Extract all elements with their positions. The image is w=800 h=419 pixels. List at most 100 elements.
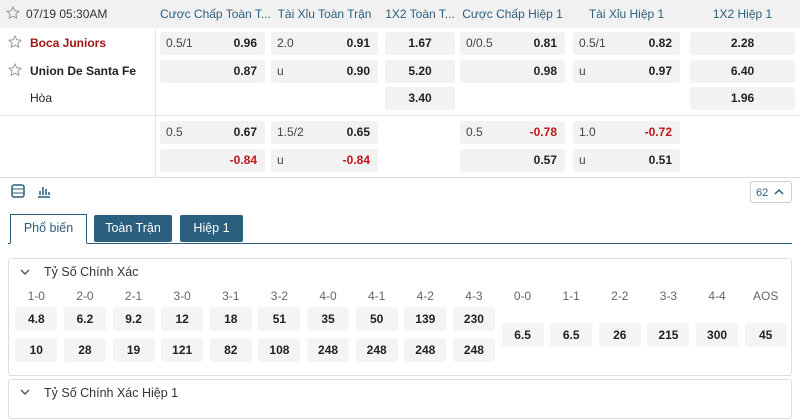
odds-value: 35 bbox=[321, 312, 335, 326]
score-label: 0-0 bbox=[513, 289, 532, 303]
odds-value: 0.51 bbox=[648, 153, 672, 167]
odds-cell[interactable] bbox=[460, 60, 565, 83]
odds-cell[interactable] bbox=[112, 338, 155, 362]
odds-value: 0.87 bbox=[233, 64, 257, 78]
odds-cell[interactable] bbox=[690, 32, 795, 55]
list-icon[interactable] bbox=[10, 183, 26, 199]
favorite-star[interactable] bbox=[8, 63, 22, 77]
odds-cell[interactable] bbox=[161, 307, 204, 331]
odds-value: 6.40 bbox=[730, 64, 755, 78]
odds-cell[interactable] bbox=[307, 307, 350, 331]
score-panel bbox=[8, 258, 792, 376]
collapse-icon[interactable] bbox=[773, 186, 785, 198]
odds-cell[interactable] bbox=[271, 121, 378, 144]
odds-cell[interactable] bbox=[271, 149, 378, 172]
odds-cell[interactable] bbox=[161, 338, 204, 362]
odds-cell[interactable] bbox=[209, 307, 252, 331]
odds-cell[interactable] bbox=[690, 60, 795, 83]
odds-cell[interactable] bbox=[550, 323, 593, 347]
odds-cell[interactable] bbox=[385, 32, 455, 55]
tab[interactable]: Toàn Trận bbox=[94, 215, 172, 242]
odds-cell[interactable] bbox=[160, 121, 265, 144]
odds-value: 9.2 bbox=[125, 312, 142, 326]
score-label: 4-0 bbox=[319, 289, 337, 303]
odds-cell[interactable] bbox=[460, 149, 565, 172]
odds-cell[interactable] bbox=[271, 32, 378, 55]
team-name: Boca Juniors bbox=[30, 36, 107, 50]
odds-cell[interactable] bbox=[112, 307, 155, 331]
odds-cell[interactable] bbox=[160, 149, 265, 172]
odds-cell[interactable] bbox=[355, 307, 398, 331]
odds-cell[interactable] bbox=[15, 338, 58, 362]
odds-cell[interactable] bbox=[404, 338, 447, 362]
odds-cell[interactable] bbox=[258, 338, 301, 362]
tab[interactable]: Hiệp 1 bbox=[180, 215, 243, 242]
odds-value: 0.82 bbox=[648, 36, 672, 50]
odds-cell[interactable] bbox=[160, 32, 265, 55]
odds-cell[interactable] bbox=[404, 307, 447, 331]
odds-cell[interactable] bbox=[598, 323, 641, 347]
column-header: Tài Xỉu Hiệp 1 bbox=[588, 7, 665, 21]
odds-value: 82 bbox=[224, 343, 238, 357]
market-count-button[interactable] bbox=[750, 181, 792, 203]
column-header: Cược Chấp Toàn T... bbox=[160, 7, 271, 21]
column-header: Cược Chấp Hiệp 1 bbox=[462, 7, 563, 21]
odds-cell[interactable] bbox=[63, 338, 106, 362]
odds-cell[interactable] bbox=[209, 338, 252, 362]
odds-cell[interactable] bbox=[355, 338, 398, 362]
stats-icon[interactable] bbox=[36, 183, 52, 199]
odds-cell[interactable] bbox=[460, 32, 565, 55]
tab[interactable]: Phổ biến bbox=[10, 214, 87, 244]
score-label: 3-0 bbox=[173, 289, 191, 303]
odds-value: 5.20 bbox=[408, 64, 432, 78]
favorite-star[interactable] bbox=[8, 35, 22, 49]
chevron-icon[interactable] bbox=[20, 267, 30, 277]
odds-cell[interactable] bbox=[452, 307, 495, 331]
column-header: 1X2 Hiệp 1 bbox=[712, 7, 773, 21]
odds-value: 6.2 bbox=[76, 312, 94, 326]
header-bar bbox=[0, 0, 800, 28]
odds-cell[interactable] bbox=[385, 60, 455, 83]
odds-cell[interactable] bbox=[573, 60, 680, 83]
odds-value: 4.8 bbox=[27, 312, 45, 326]
odds-cell[interactable] bbox=[63, 307, 106, 331]
score-label: 4-1 bbox=[368, 289, 386, 303]
odds-cell[interactable] bbox=[744, 323, 787, 347]
score-label: 3-2 bbox=[270, 289, 289, 303]
line-value: u bbox=[277, 64, 284, 78]
odds-cell[interactable] bbox=[160, 60, 265, 83]
odds-value: 1.96 bbox=[730, 91, 755, 105]
line-value: 0/0.5 bbox=[466, 36, 493, 50]
odds-cell[interactable] bbox=[573, 32, 680, 55]
odds-cell[interactable] bbox=[573, 121, 680, 144]
odds-cell[interactable] bbox=[271, 60, 378, 83]
odds-cell[interactable] bbox=[690, 87, 795, 110]
odds-cell[interactable] bbox=[385, 87, 455, 110]
odds-value: 0.81 bbox=[533, 36, 557, 50]
odds-cell[interactable] bbox=[647, 323, 690, 347]
odds-cell[interactable] bbox=[452, 338, 495, 362]
odds-value: 248 bbox=[415, 343, 436, 357]
line-value: u bbox=[579, 153, 586, 167]
odds-value: -0.78 bbox=[529, 125, 557, 139]
odds-cell[interactable] bbox=[15, 307, 58, 331]
star-icon[interactable] bbox=[6, 6, 20, 20]
datetime: 07/19 05:30AM bbox=[26, 7, 108, 21]
chevron-icon[interactable] bbox=[20, 387, 30, 397]
column-header: 1X2 Toàn T... bbox=[385, 7, 455, 21]
odds-value: 248 bbox=[463, 343, 484, 357]
odds-cell[interactable] bbox=[307, 338, 350, 362]
odds-value: 215 bbox=[658, 328, 679, 342]
odds-cell[interactable] bbox=[573, 149, 680, 172]
odds-value: 0.90 bbox=[346, 64, 370, 78]
odds-cell[interactable] bbox=[501, 323, 544, 347]
team-name: Hòa bbox=[30, 91, 53, 105]
odds-cell[interactable] bbox=[258, 307, 301, 331]
odds-value: 45 bbox=[759, 328, 773, 342]
section-title: Tỷ Số Chính Xác bbox=[44, 265, 139, 279]
odds-cell[interactable] bbox=[696, 323, 739, 347]
score-label: 3-3 bbox=[659, 289, 678, 303]
odds-cell[interactable] bbox=[460, 121, 565, 144]
score-label: 1-0 bbox=[27, 289, 45, 303]
